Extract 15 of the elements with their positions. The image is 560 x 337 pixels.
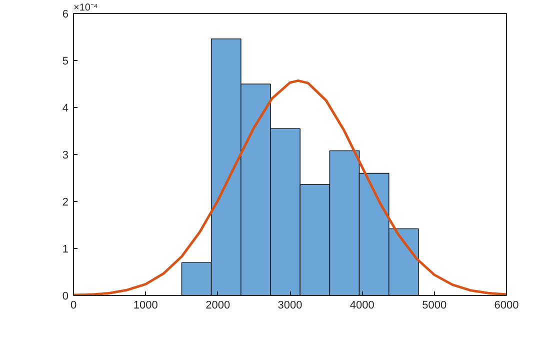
x-tick-label: 0: [70, 300, 77, 312]
y-tick-label: 4: [62, 102, 69, 114]
y-tick-label: 6: [62, 8, 69, 20]
y-tick-label: 2: [62, 196, 69, 208]
x-tick-label: 5000: [422, 300, 447, 312]
y-tick-label: 5: [62, 56, 69, 68]
y-tick-label: 0: [62, 290, 69, 302]
x-tick-label: 6000: [494, 300, 519, 312]
x-tick-label: 3000: [278, 300, 302, 312]
y-tick-label: 1: [62, 244, 69, 256]
x-tick-label: 2000: [206, 300, 230, 312]
x-tick-label: 1000: [133, 300, 158, 312]
x-tick-label: 4000: [350, 300, 374, 312]
y-tick-label: 3: [62, 150, 69, 162]
annotation: ×10⁻⁴: [74, 2, 98, 14]
